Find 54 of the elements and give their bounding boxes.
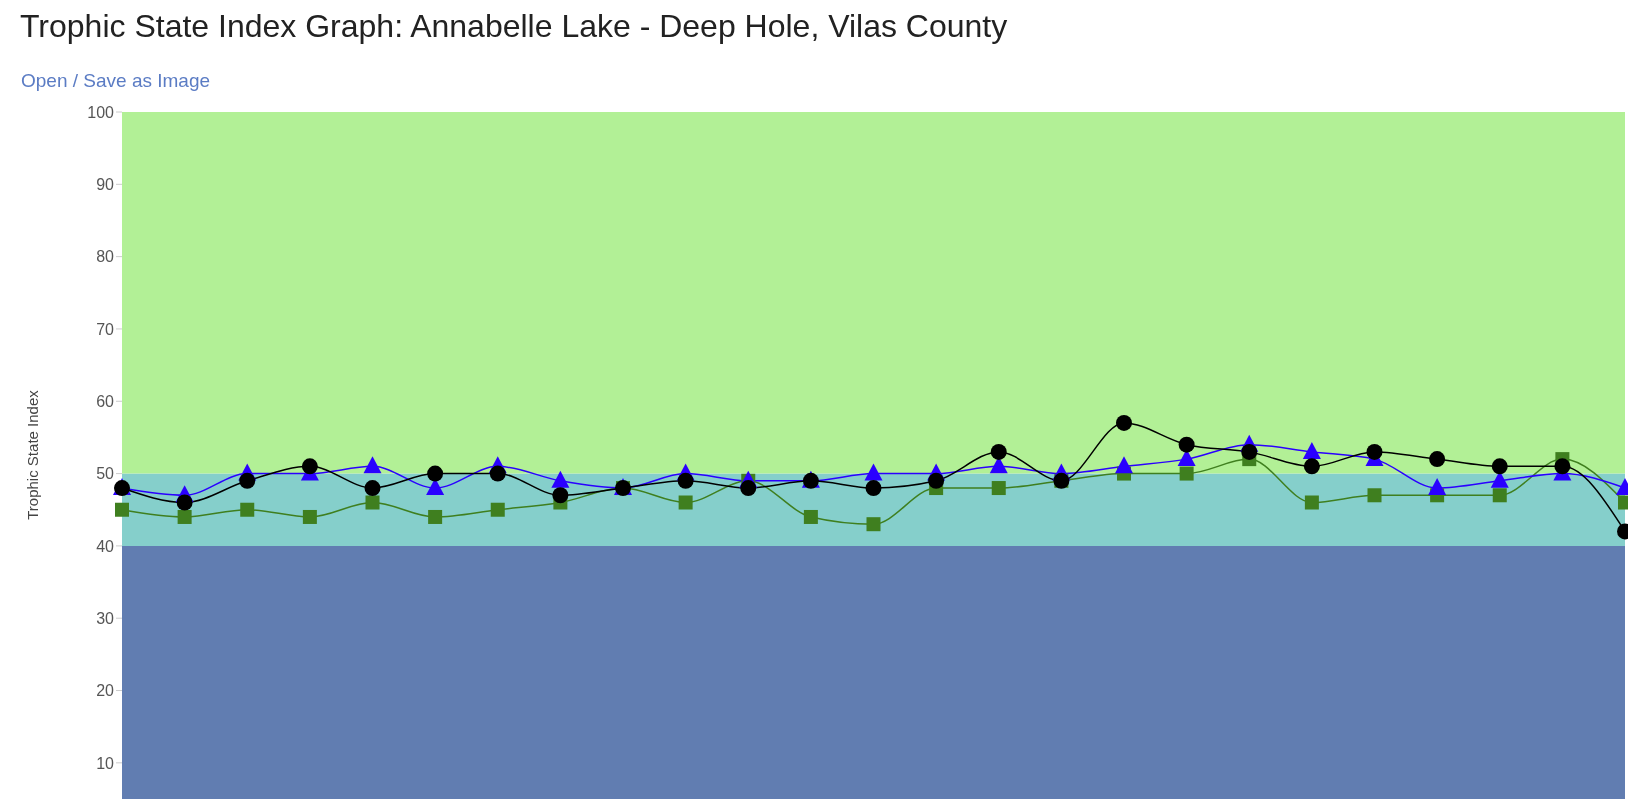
y-axis-title: Trophic State Index [23, 390, 41, 520]
point [991, 481, 1006, 496]
point [115, 502, 129, 517]
point [365, 495, 380, 510]
point [1116, 414, 1132, 431]
point [677, 472, 694, 489]
y-tick-label: 10 [96, 754, 115, 772]
point [1366, 443, 1383, 460]
chart-title: Trophic State Index Graph: Annabelle Lake - Deep Hole, Vilas County [20, 8, 1008, 45]
point [865, 480, 882, 497]
point [1303, 458, 1320, 475]
point [1179, 466, 1194, 481]
point [740, 480, 757, 497]
point [864, 463, 883, 481]
point [1115, 456, 1133, 474]
y-tick-label: 100 [87, 103, 115, 121]
point [1491, 458, 1508, 475]
y-tick-label: 40 [96, 537, 115, 555]
point [678, 495, 693, 510]
point [427, 465, 444, 482]
point [1554, 458, 1571, 475]
y-tick-label: 20 [96, 682, 115, 700]
point [240, 502, 255, 517]
point [1367, 488, 1382, 503]
point [1429, 451, 1446, 468]
point [428, 509, 443, 524]
point [177, 509, 192, 524]
point [1492, 488, 1507, 503]
point [803, 509, 818, 524]
point [551, 470, 570, 488]
y-tick-label: 60 [96, 392, 115, 410]
point [176, 494, 193, 511]
point [990, 443, 1007, 460]
point [490, 502, 505, 517]
point [363, 456, 382, 474]
y-tick-label: 70 [96, 320, 115, 338]
point [1178, 436, 1195, 453]
point [301, 458, 318, 475]
text: Open / Save as Image [21, 70, 211, 92]
point [1241, 443, 1258, 460]
point [1302, 441, 1321, 459]
point [1428, 478, 1447, 496]
y-tick-label: 50 [96, 465, 115, 483]
point [489, 465, 506, 482]
point [302, 509, 317, 524]
point [928, 472, 945, 489]
y-tick-label: 30 [96, 609, 115, 627]
point [1304, 495, 1319, 510]
point [866, 517, 881, 532]
y-tick-label: 90 [96, 176, 115, 193]
point [364, 480, 381, 497]
y-tick-label: 80 [96, 248, 115, 266]
point [239, 472, 256, 489]
point [552, 487, 569, 504]
